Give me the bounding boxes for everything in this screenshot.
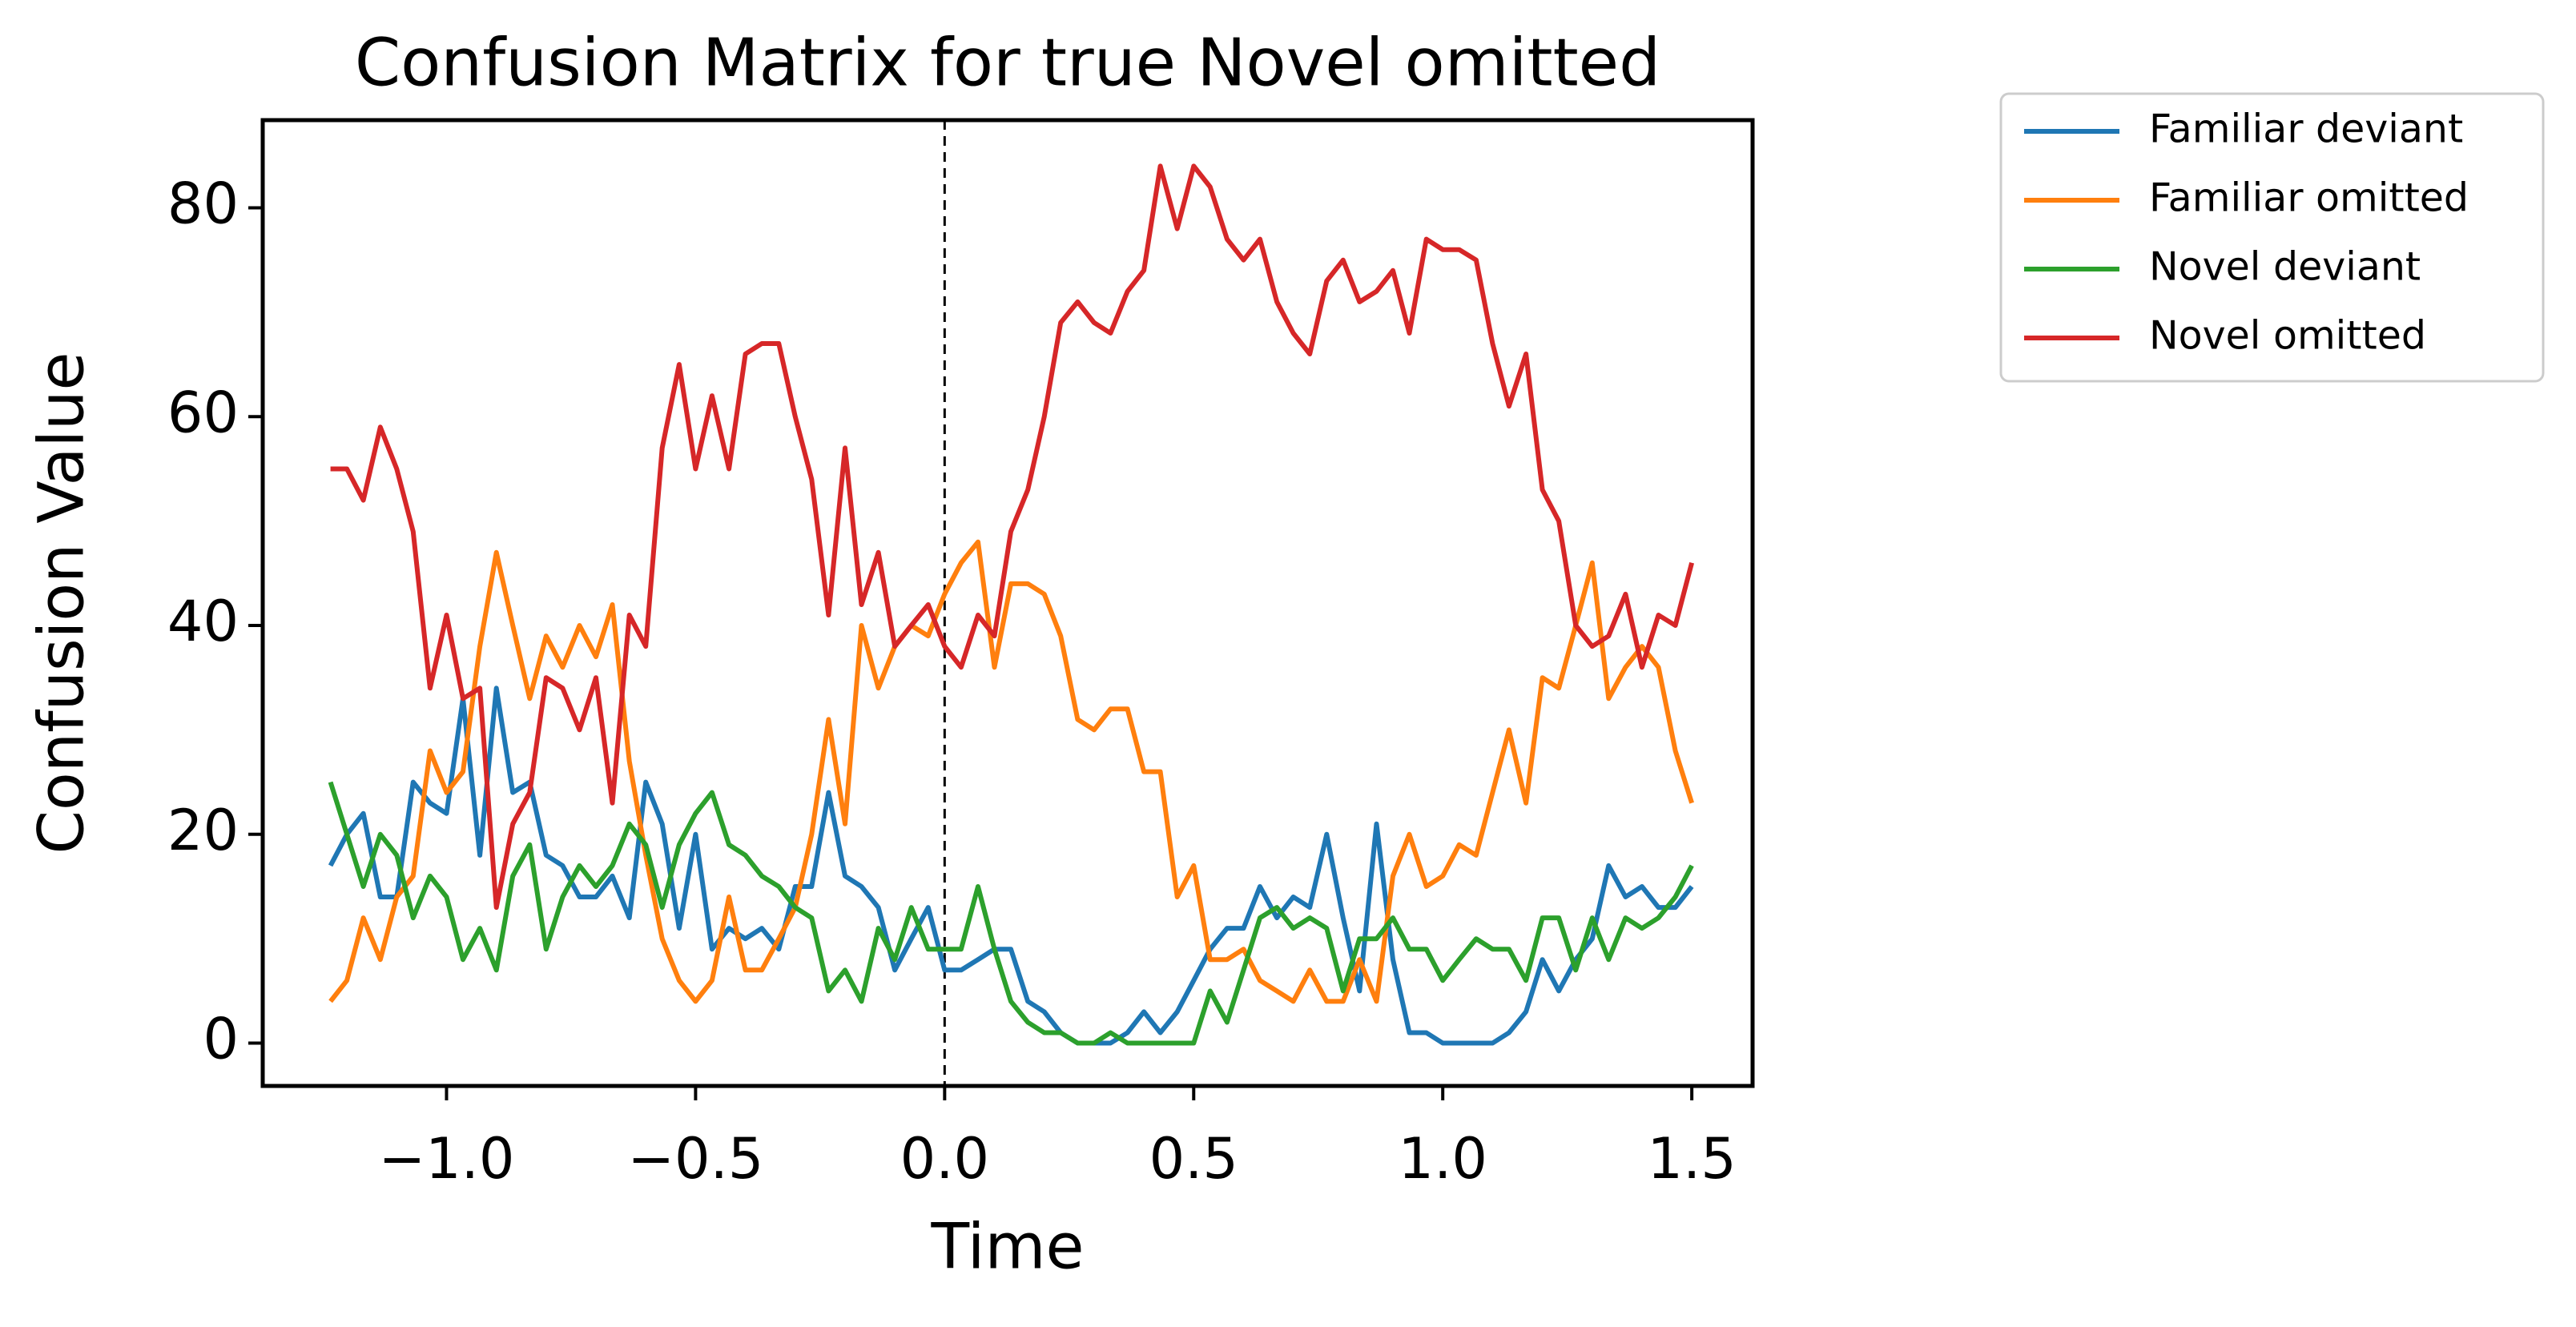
series-line [328,686,1694,1046]
legend-label: Familiar deviant [2149,107,2463,152]
chart-title: Confusion Matrix for true Novel omitted [355,25,1660,101]
x-axis-label: Time [931,1211,1085,1283]
series-line [328,781,1694,1046]
legend-label: Novel deviant [2149,244,2421,290]
y-tick-label: 80 [167,171,239,237]
x-tick-label: −1.0 [378,1126,514,1192]
legend-label: Familiar omitted [2149,175,2469,221]
x-tick-label: 1.0 [1399,1126,1487,1192]
series-line [330,163,1695,911]
series-line [328,539,1694,1004]
x-tick-label: 0.0 [900,1126,989,1192]
x-tick-label: 0.5 [1149,1126,1238,1192]
y-tick-label: 0 [203,1007,239,1072]
plot-frame [260,118,1755,1088]
legend-label: Novel omitted [2149,313,2426,359]
y-tick-label: 60 [167,380,239,445]
legend-box [1999,92,2545,383]
y-tick-label: 20 [167,798,239,863]
x-tick-label: 1.5 [1647,1126,1736,1192]
y-axis-label: Confusion Value [26,352,98,855]
x-tick-label: −0.5 [627,1126,763,1192]
y-tick-label: 40 [167,589,239,654]
